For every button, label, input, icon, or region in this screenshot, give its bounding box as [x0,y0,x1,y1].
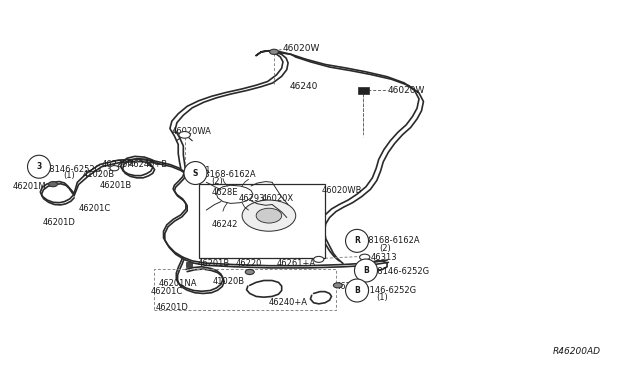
Ellipse shape [184,161,207,185]
Text: B: B [363,266,369,275]
Circle shape [110,166,119,171]
Circle shape [242,200,296,231]
Ellipse shape [28,155,51,178]
Text: 46020WA: 46020WA [172,126,212,136]
Text: R46200AD: R46200AD [553,347,601,356]
Text: (1): (1) [376,294,388,302]
Ellipse shape [346,279,369,302]
Text: 46240+A: 46240+A [269,298,308,307]
Text: 46201NA: 46201NA [159,279,198,288]
Text: (2): (2) [379,244,390,253]
Text: 46242: 46242 [211,221,238,230]
Text: 46201C: 46201C [79,204,111,213]
Circle shape [49,182,58,187]
Text: 46220P: 46220P [102,160,133,169]
Text: 41020B: 41020B [83,170,115,179]
Bar [198,184,325,258]
Circle shape [179,132,190,138]
Text: 08168-6162A: 08168-6162A [364,236,420,246]
Text: 46020W: 46020W [283,44,321,53]
Text: 46201M: 46201M [12,182,46,191]
Text: (1): (1) [63,171,75,180]
Text: 46240+B: 46240+B [129,160,168,169]
Circle shape [269,49,278,54]
Circle shape [256,208,282,223]
Ellipse shape [346,230,369,252]
Text: 46313: 46313 [371,253,397,262]
Text: 46020X: 46020X [261,195,293,203]
Text: 46201D: 46201D [42,218,75,227]
Text: 46201C: 46201C [151,287,183,296]
Text: 46220: 46220 [236,259,262,267]
Circle shape [245,269,254,275]
Bar [358,87,369,94]
Text: 4628E: 4628E [211,188,238,197]
Ellipse shape [355,259,378,282]
Text: (2): (2) [211,177,223,186]
Text: 08146-6252G: 08146-6252G [44,165,101,174]
Circle shape [333,283,342,288]
Text: 08168-6162A: 08168-6162A [200,170,257,179]
Text: 41020B: 41020B [212,277,245,286]
Text: 46201D: 46201D [156,303,188,312]
Text: 46293: 46293 [239,195,266,203]
Text: 46240: 46240 [290,82,318,91]
Bar [186,168,192,174]
Text: 46201B: 46201B [100,181,132,190]
Circle shape [360,254,370,260]
Text: 08146-6252G: 08146-6252G [372,267,429,276]
Text: 46020W: 46020W [388,86,425,95]
Text: 08146-6252G: 08146-6252G [360,286,417,295]
Text: R: R [354,236,360,246]
Text: 46020WB: 46020WB [321,186,362,195]
Text: 3: 3 [36,162,42,171]
Text: 46201B: 46201B [197,259,230,267]
Circle shape [314,256,324,262]
Text: 46220P: 46220P [336,282,367,291]
Text: B: B [354,286,360,295]
Bar [186,262,192,267]
Text: S: S [193,169,198,177]
Text: 46261: 46261 [184,166,211,174]
Text: 46261+A: 46261+A [276,259,316,267]
